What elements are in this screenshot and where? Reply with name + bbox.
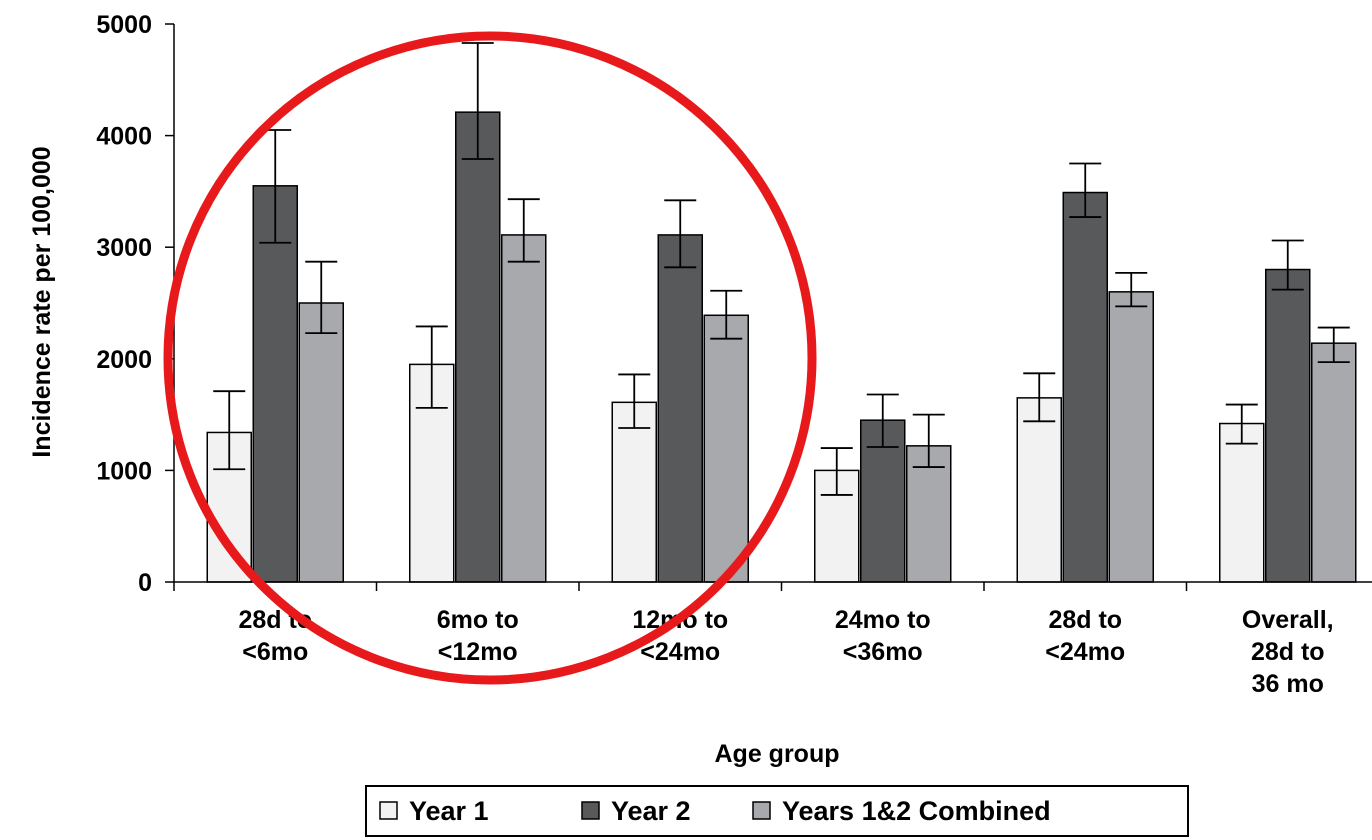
y-tick-label-2: 1000 [96, 457, 152, 485]
error-bar-1-5 [1023, 372, 1056, 423]
legend-swatch-3 [752, 801, 771, 820]
error-bar-1-3 [618, 373, 651, 429]
error-bar-2-5 [1069, 162, 1102, 218]
legend-label-1: Year 1 [409, 796, 489, 826]
legend-box [365, 785, 1189, 837]
y-tick-label-4: 3000 [96, 234, 152, 262]
bar-3-6 [1311, 342, 1357, 583]
error-bar-1-4 [820, 447, 853, 496]
axes-layer [165, 23, 1372, 591]
bar-1-6 [1219, 422, 1265, 583]
x-tick-label-6: Overall, 28d to 36 mo [1242, 606, 1334, 698]
x-tick-label-5: 28d to <24mo [1045, 606, 1125, 666]
error-bar-1-1 [213, 390, 246, 471]
y-tick-label-3: 2000 [96, 346, 152, 374]
x-tick-label-2: 6mo to <12mo [437, 606, 519, 666]
highlight-circle [163, 31, 817, 685]
bar-2-2 [455, 111, 501, 583]
error-bar-2-3 [664, 199, 697, 269]
error-bar-1-2 [415, 325, 448, 409]
bar-1-5 [1016, 397, 1062, 583]
error-bars-layer [213, 42, 1350, 496]
error-bar-3-6 [1317, 326, 1350, 364]
bars-layer [206, 111, 1357, 583]
bar-3-3 [703, 314, 749, 583]
error-bar-1-6 [1225, 403, 1258, 445]
bar-2-1 [252, 185, 298, 583]
y-tick-label-1: 0 [138, 569, 152, 597]
error-bar-3-3 [710, 289, 743, 340]
error-bar-3-1 [305, 260, 338, 335]
bar-3-5 [1108, 291, 1154, 583]
y-tick-label-6: 5000 [96, 11, 152, 39]
bar-3-2 [501, 234, 547, 583]
x-axis-label: Age group [715, 740, 840, 768]
legend-label-3: Years 1&2 Combined [782, 796, 1051, 826]
error-bar-2-6 [1271, 239, 1304, 291]
error-bar-2-4 [866, 393, 899, 448]
error-bar-2-2 [461, 42, 494, 160]
legend-label-2: Year 2 [611, 796, 691, 826]
bar-3-1 [298, 302, 344, 583]
y-tick-label-5: 4000 [96, 123, 152, 151]
legend-swatch-1 [379, 801, 398, 820]
error-bar-3-2 [507, 198, 540, 263]
legend-swatch-2 [581, 801, 600, 820]
x-tick-label-4: 24mo to <36mo [835, 606, 931, 666]
bar-2-5 [1062, 191, 1108, 583]
error-bar-3-4 [912, 413, 945, 468]
bar-1-3 [611, 401, 657, 583]
legend: Year 1 Year 2 Years 1&2 Combined [365, 785, 1189, 837]
error-bar-3-5 [1115, 271, 1148, 308]
y-axis-label: Incidence rate per 100,000 [28, 146, 56, 457]
bar-2-3 [657, 234, 703, 583]
bar-2-6 [1265, 268, 1311, 583]
